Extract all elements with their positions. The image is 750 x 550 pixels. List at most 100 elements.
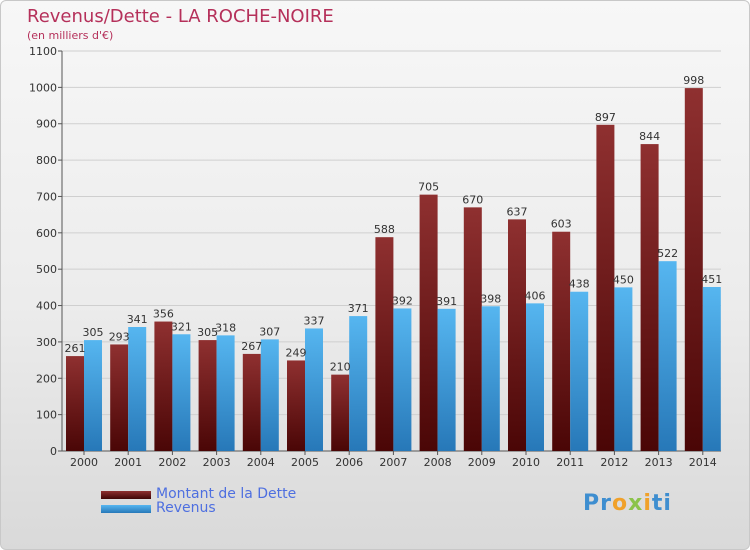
bar-revenus	[570, 291, 589, 451]
data-label-dette: 998	[683, 74, 704, 87]
bar-revenus	[658, 261, 677, 451]
data-label-dette: 588	[374, 223, 395, 236]
bar-dette	[154, 321, 173, 451]
data-label-dette: 705	[418, 181, 439, 194]
y-tick-label: 0	[50, 445, 57, 458]
proxiti-logo: Proxiti	[583, 491, 672, 516]
bar-dette	[463, 207, 482, 451]
bar-dette	[684, 88, 703, 451]
x-tick-label: 2001	[114, 456, 142, 469]
legend-label-revenus: Revenus	[156, 500, 216, 516]
data-label-revenus: 391	[436, 295, 457, 308]
data-label-revenus: 522	[657, 247, 678, 260]
y-tick-label: 1100	[29, 45, 57, 58]
data-label-dette: 844	[639, 130, 660, 143]
legend-swatch-revenus	[101, 505, 151, 513]
x-tick-label: 2000	[70, 456, 98, 469]
x-tick-label: 2013	[645, 456, 673, 469]
bar-revenus	[84, 340, 102, 451]
y-tick-label: 900	[36, 118, 57, 131]
data-label-revenus: 341	[127, 313, 148, 326]
y-tick-label: 300	[36, 336, 57, 349]
bar-revenus	[172, 334, 191, 451]
x-tick-label: 2007	[379, 456, 407, 469]
data-label-dette: 267	[241, 340, 262, 353]
bar-dette	[552, 231, 571, 451]
data-label-dette: 637	[507, 205, 528, 218]
x-tick-label: 2010	[512, 456, 540, 469]
bar-dette	[242, 353, 261, 451]
y-tick-label: 100	[36, 409, 57, 422]
data-label-dette: 293	[109, 330, 130, 343]
data-label-revenus: 451	[701, 273, 722, 286]
data-label-revenus: 318	[215, 321, 236, 334]
bar-dette	[110, 344, 129, 451]
x-tick-label: 2014	[689, 456, 717, 469]
bar-dette	[287, 360, 305, 451]
logo-part-2: o	[611, 491, 629, 516]
data-label-revenus: 321	[171, 320, 192, 333]
data-label-dette: 670	[462, 193, 483, 206]
x-tick-label: 2009	[468, 456, 496, 469]
chart-subtitle: (en milliers d'€)	[27, 29, 114, 42]
data-label-dette: 356	[153, 308, 174, 321]
data-label-dette: 603	[551, 218, 572, 231]
bar-dette	[198, 340, 217, 451]
legend-swatch-dette	[101, 491, 151, 499]
bar-revenus	[614, 287, 633, 451]
data-label-revenus: 450	[613, 273, 634, 286]
bar-revenus	[702, 287, 721, 451]
x-tick-label: 2003	[203, 456, 231, 469]
legend-label-dette: Montant de la Dette	[156, 486, 297, 502]
data-label-dette: 305	[197, 326, 218, 339]
bar-dette	[596, 124, 615, 452]
data-label-dette: 210	[330, 361, 351, 374]
y-tick-label: 1000	[29, 81, 57, 94]
bar-revenus	[393, 308, 412, 451]
bar-dette	[640, 144, 659, 451]
bar-dette	[419, 194, 438, 452]
bar-dette	[331, 374, 350, 451]
data-label-revenus: 398	[480, 292, 501, 305]
data-label-revenus: 406	[525, 289, 546, 302]
bar-revenus	[216, 335, 235, 451]
y-tick-label: 700	[36, 190, 57, 203]
x-tick-label: 2002	[158, 456, 186, 469]
x-tick-label: 2005	[291, 456, 319, 469]
bar-revenus	[260, 339, 279, 451]
data-label-dette: 261	[65, 342, 86, 355]
data-label-revenus: 371	[348, 302, 369, 315]
bar-revenus	[128, 327, 147, 451]
logo-part-5: ti	[651, 491, 672, 516]
logo-part-1: Pr	[583, 491, 612, 516]
x-tick-label: 2004	[247, 456, 275, 469]
y-tick-label: 600	[36, 227, 57, 240]
chart-title: Revenus/Dette - LA ROCHE-NOIRE	[27, 6, 334, 27]
bar-revenus	[305, 328, 323, 451]
bar-revenus	[526, 303, 544, 451]
data-label-revenus: 392	[392, 294, 413, 307]
bar-dette	[66, 356, 84, 451]
bar-dette	[508, 219, 526, 451]
y-tick-label: 800	[36, 154, 57, 167]
logo-part-3: x	[628, 491, 644, 516]
x-tick-label: 2006	[335, 456, 363, 469]
bar-revenus	[349, 316, 368, 451]
data-label-dette: 897	[595, 111, 616, 124]
x-tick-label: 2008	[424, 456, 452, 469]
x-tick-label: 2012	[600, 456, 628, 469]
bar-dette	[375, 237, 394, 451]
data-label-revenus: 305	[83, 326, 104, 339]
data-label-dette: 249	[286, 346, 307, 359]
data-label-revenus: 307	[259, 325, 280, 338]
x-tick-label: 2011	[556, 456, 584, 469]
bar-revenus	[437, 308, 456, 451]
data-label-revenus: 337	[304, 314, 325, 327]
y-tick-label: 500	[36, 263, 57, 276]
y-tick-label: 400	[36, 300, 57, 313]
y-tick-label: 200	[36, 372, 57, 385]
data-label-revenus: 438	[569, 278, 590, 291]
bar-revenus	[481, 306, 500, 451]
